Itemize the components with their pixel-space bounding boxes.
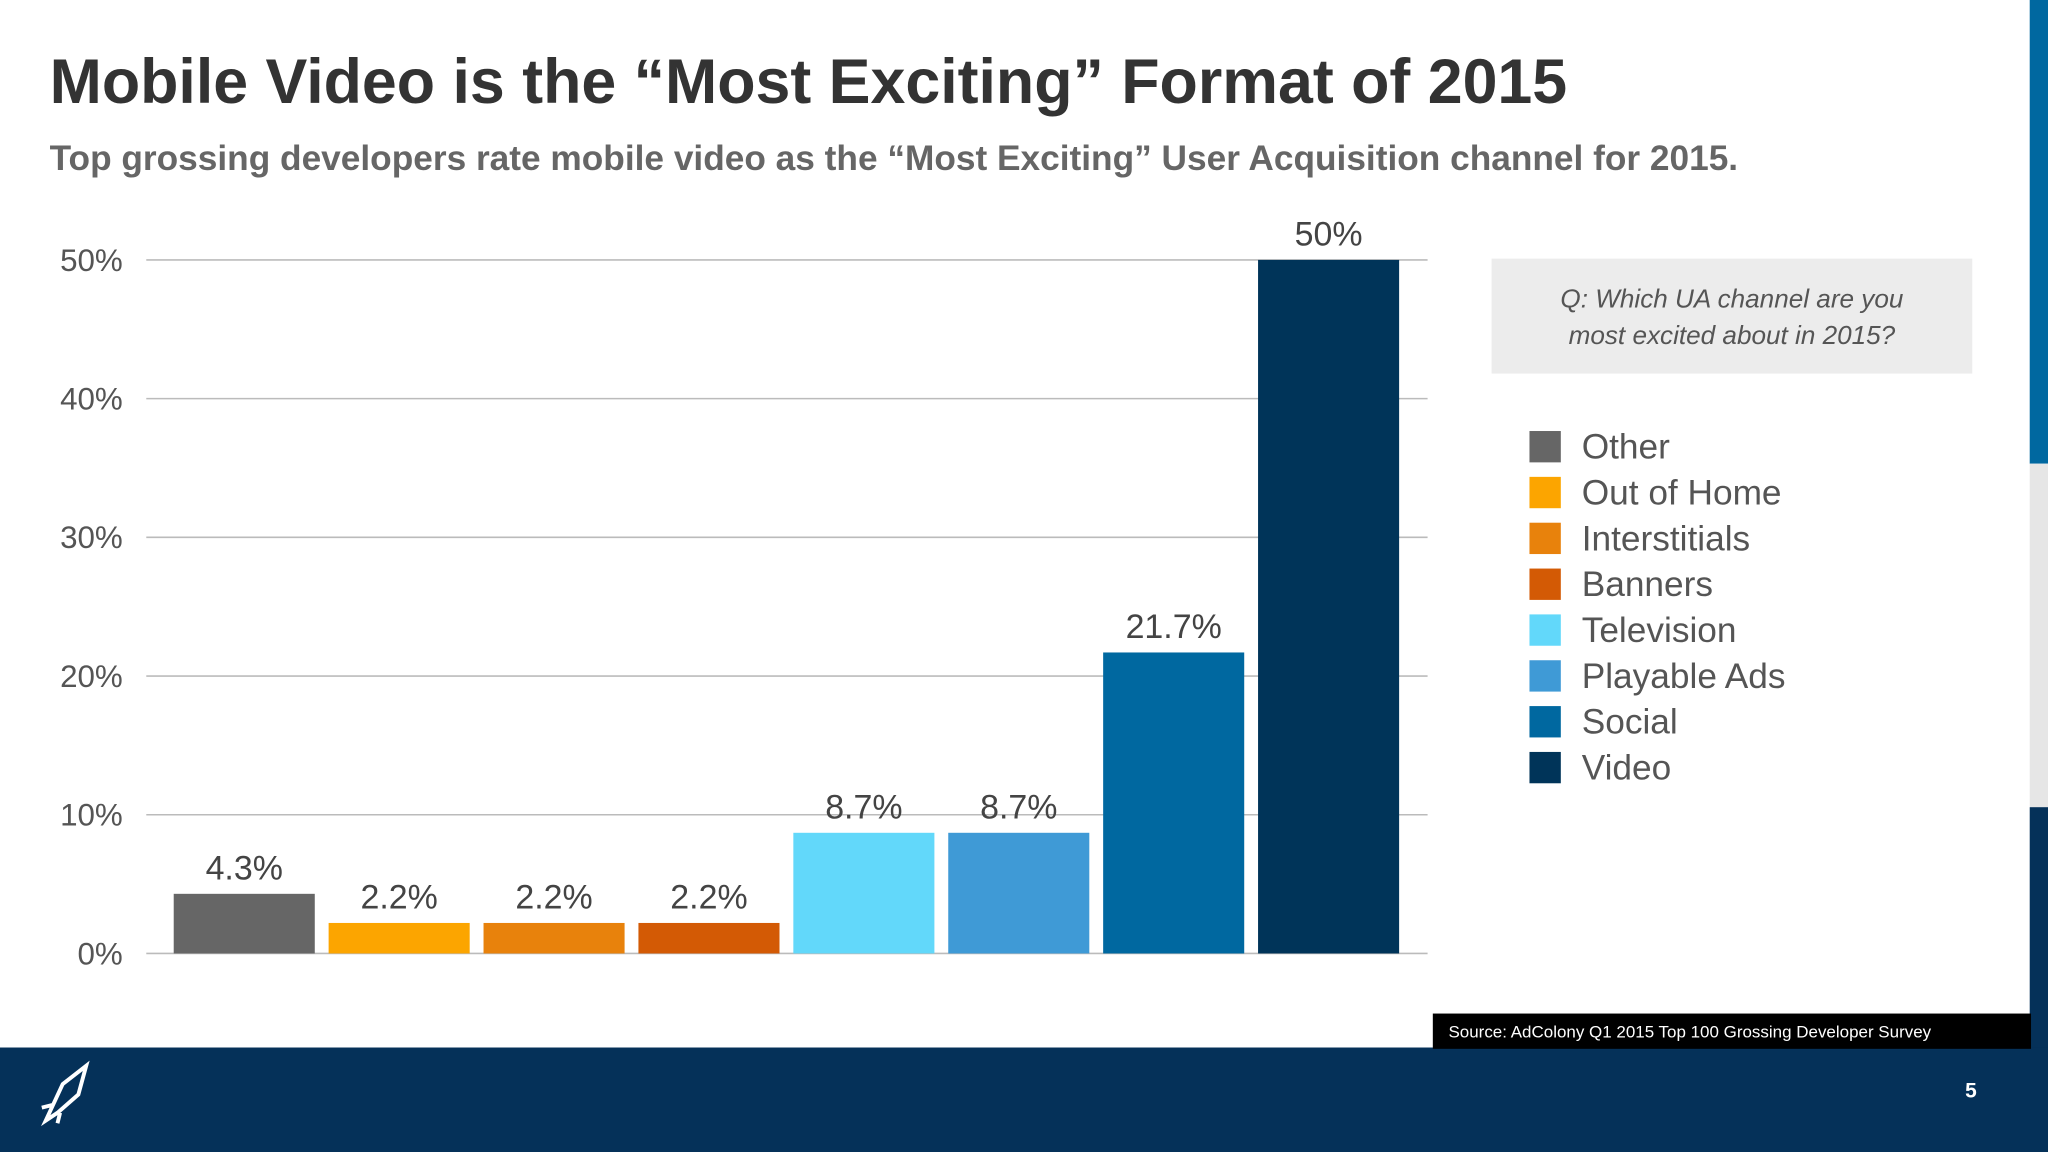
legend-label: Interstitials xyxy=(1582,519,1750,558)
value-label: 8.7% xyxy=(825,788,902,826)
legend-label: Playable Ads xyxy=(1582,657,1786,696)
legend-swatch xyxy=(1529,568,1561,600)
y-tick-label: 40% xyxy=(60,382,123,417)
y-tick-label: 20% xyxy=(60,659,123,694)
legend-swatch xyxy=(1529,751,1561,784)
value-label: 8.7% xyxy=(980,788,1057,826)
side-stripe xyxy=(2029,807,2048,1056)
side-stripe xyxy=(2029,463,2048,808)
legend-swatch xyxy=(1529,660,1561,692)
bar xyxy=(638,922,780,954)
y-tick-label: 10% xyxy=(60,798,123,833)
logo xyxy=(41,1060,90,1127)
value-label: 2.2% xyxy=(360,878,437,916)
legend-label: Video xyxy=(1582,749,1672,788)
legend-label: Other xyxy=(1582,428,1670,467)
bar xyxy=(793,832,935,954)
y-tick-label: 30% xyxy=(60,520,123,555)
legend-swatch xyxy=(1529,431,1561,463)
legend-swatch xyxy=(1529,476,1561,509)
question: Q: Which UA channel are you xyxy=(1560,283,1903,313)
page-number: 5 xyxy=(1965,1079,1977,1102)
legend-swatch xyxy=(1529,706,1561,738)
bar xyxy=(483,922,625,954)
y-tick-label: 0% xyxy=(77,936,122,971)
legend-swatch xyxy=(1529,522,1561,555)
bar xyxy=(1103,652,1245,954)
legend-label: Out of Home xyxy=(1582,473,1782,512)
value-label: 50% xyxy=(1295,215,1363,253)
source: Source: AdColony Q1 2015 Top 100 Grossin… xyxy=(1448,1023,1931,1042)
value-label: 21.7% xyxy=(1126,608,1222,646)
legend-swatch xyxy=(1529,614,1561,646)
footer xyxy=(0,1047,2048,1152)
bar xyxy=(328,922,470,954)
legend-label: Television xyxy=(1582,611,1737,650)
y-tick-label: 50% xyxy=(60,243,123,278)
bar xyxy=(1258,259,1400,954)
value-label: 2.2% xyxy=(515,878,592,916)
bar xyxy=(173,893,315,954)
chart-title: Mobile Video is the “Most Exciting” Form… xyxy=(50,47,1568,117)
value-label: 4.3% xyxy=(206,849,283,887)
bar xyxy=(948,832,1090,954)
subtitle: Top grossing developers rate mobile vide… xyxy=(50,139,1738,178)
value-label: 2.2% xyxy=(670,878,747,916)
legend-label: Banners xyxy=(1582,565,1713,604)
question-box xyxy=(1491,258,1973,374)
source-box xyxy=(1432,1013,2032,1049)
legend-label: Social xyxy=(1582,703,1678,742)
question: most excited about in 2015? xyxy=(1569,320,1896,350)
side-stripe xyxy=(2029,0,2048,464)
